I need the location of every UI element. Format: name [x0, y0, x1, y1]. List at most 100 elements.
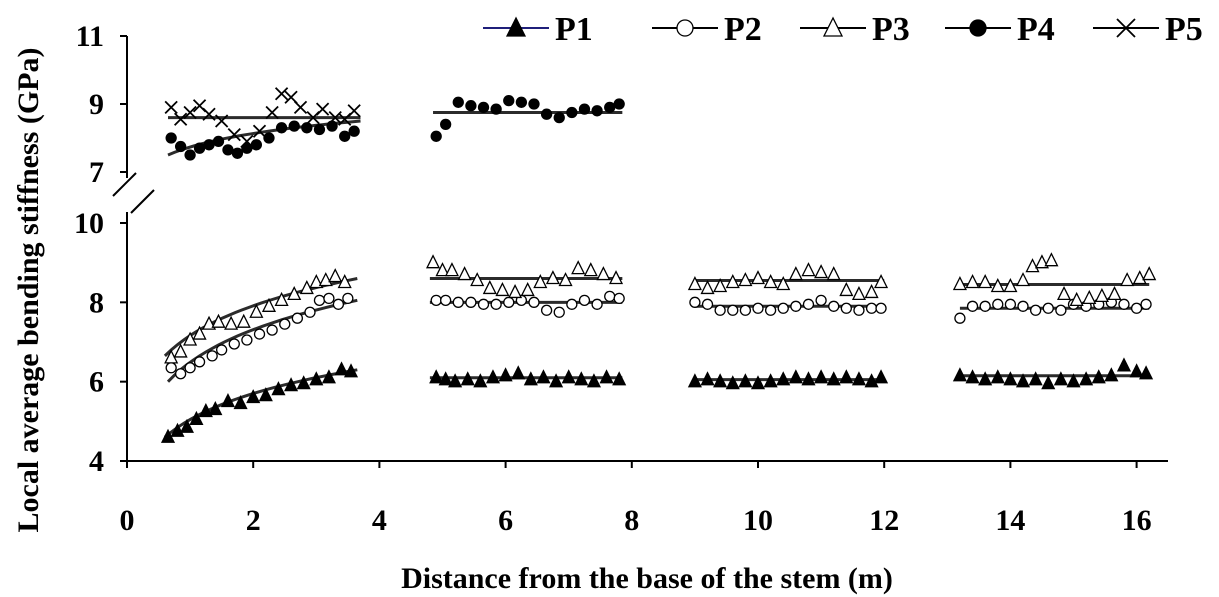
point-p3 [851, 285, 867, 301]
y-tick-label: 4 [89, 445, 104, 478]
point-p1 [700, 371, 715, 386]
point-p1 [1003, 371, 1018, 386]
point-p1 [498, 367, 513, 382]
point-p4 [578, 103, 591, 115]
point-p4 [212, 135, 225, 148]
point-p3 [1107, 285, 1122, 301]
point-p2 [332, 298, 345, 310]
point-p2 [752, 302, 764, 314]
x-tick-label: 8 [624, 504, 639, 537]
x-tick-label: 12 [869, 504, 899, 537]
point-p2 [992, 298, 1004, 310]
point-p2 [828, 300, 840, 312]
point-p2 [1118, 298, 1130, 310]
legend-label: P3 [872, 11, 910, 48]
point-p2 [503, 296, 515, 308]
y-axis-title: Local average bending stiffness (GPa) [12, 48, 45, 533]
point-p4 [339, 130, 351, 142]
point-p1 [246, 389, 261, 404]
point-p3 [725, 274, 740, 289]
axis-break-mark [130, 189, 155, 214]
point-p4 [222, 144, 234, 156]
point-p5 [240, 134, 254, 149]
point-p2 [193, 356, 206, 368]
point-p2 [701, 298, 714, 310]
legend-item-p1: P1 [483, 11, 593, 48]
legend-item-p5: P5 [1093, 11, 1203, 48]
point-p2 [727, 304, 739, 316]
point-p2 [528, 296, 540, 308]
point-p2 [613, 292, 625, 305]
point-p5 [183, 105, 197, 120]
point-p1 [473, 373, 488, 388]
point-p3 [596, 266, 611, 281]
point-p3 [571, 260, 586, 275]
point-p1 [788, 369, 803, 384]
point-p1 [258, 387, 273, 402]
y-tick-label: 11 [76, 20, 104, 53]
x-tick-label: 4 [372, 504, 387, 537]
point-p2 [815, 294, 827, 307]
point-p1 [1104, 367, 1119, 382]
y-tick-label: 10 [74, 207, 104, 240]
point-p1 [170, 422, 185, 437]
point-p4 [604, 101, 616, 114]
point-p2 [465, 296, 477, 308]
point-p5 [252, 124, 267, 138]
point-p3 [776, 276, 791, 291]
point-p2 [266, 324, 278, 336]
point-p2 [689, 296, 701, 308]
point-p2 [1055, 304, 1067, 316]
point-p1 [1041, 375, 1056, 390]
point-p4 [288, 120, 300, 132]
point-p1 [1129, 363, 1144, 378]
point-p3 [965, 274, 980, 289]
legend-label: P2 [724, 11, 762, 48]
point-p1 [438, 371, 453, 386]
point-p3 [608, 270, 624, 285]
point-p5 [315, 102, 330, 116]
point-p2 [578, 294, 591, 307]
point-p1 [851, 371, 867, 386]
point-p3 [864, 283, 879, 299]
point-p4 [430, 130, 442, 142]
point-p1 [586, 373, 601, 388]
point-p3 [545, 270, 560, 285]
legend-marker [505, 16, 527, 37]
point-p4 [165, 132, 177, 144]
point-p2 [440, 294, 452, 307]
point-p1 [574, 371, 589, 386]
point-p3 [1082, 289, 1097, 305]
point-p3 [1069, 291, 1084, 307]
point-p4 [231, 147, 244, 159]
point-p3 [1025, 258, 1040, 273]
point-p1 [1079, 371, 1094, 386]
point-p4 [452, 96, 464, 108]
point-p1 [990, 369, 1005, 384]
point-p2 [790, 300, 802, 312]
point-p1 [536, 369, 551, 384]
point-p2 [954, 312, 966, 324]
point-p4 [348, 125, 360, 137]
point-p3 [192, 325, 207, 340]
point-p1 [864, 373, 879, 388]
point-p1 [429, 369, 444, 384]
point-p3 [738, 272, 753, 287]
point-p3 [508, 283, 523, 299]
point-p1 [271, 381, 286, 396]
point-p5 [215, 114, 229, 128]
point-p2 [228, 338, 240, 350]
legend-label: P4 [1017, 11, 1055, 48]
point-p2 [1140, 298, 1152, 310]
point-p3 [990, 278, 1005, 293]
point-p1 [511, 365, 526, 380]
point-p1 [549, 373, 564, 388]
point-p1 [687, 373, 702, 388]
point-p4 [465, 100, 477, 112]
point-p1 [208, 400, 223, 416]
x-tick-label: 2 [246, 504, 261, 537]
axis-break-mark [112, 172, 137, 197]
point-p2 [865, 302, 878, 314]
point-p3 [801, 262, 816, 277]
point-p1 [1053, 371, 1068, 386]
